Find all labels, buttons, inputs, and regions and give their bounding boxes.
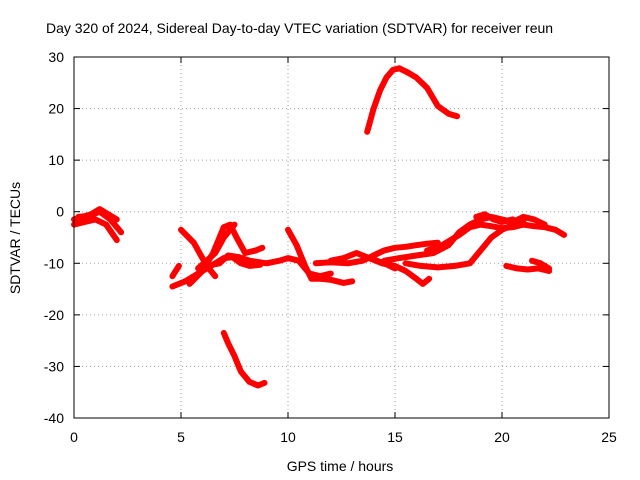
series-line-arc-15 xyxy=(364,65,461,135)
series-line-arc-14 xyxy=(366,255,433,287)
y-tick-label: -10 xyxy=(44,255,64,271)
series-line-arc-09 xyxy=(203,252,334,280)
tick-labels: 0 5 10 15 20 25 -40 -30 -20 -10 0 10 20 30 xyxy=(44,49,617,445)
series-line-arc-19 xyxy=(473,211,516,225)
x-tick-label: 0 xyxy=(70,429,78,445)
x-tick-label: 25 xyxy=(601,429,617,445)
y-tick-label: -30 xyxy=(44,358,64,374)
plot-frame xyxy=(73,56,610,419)
x-tick-label: 15 xyxy=(387,429,403,445)
series-line-arc-18 xyxy=(424,221,568,254)
x-tick-label: 10 xyxy=(280,429,296,445)
series-line-arc-12 xyxy=(312,239,441,267)
y-tick-label: 10 xyxy=(48,152,64,168)
data-series xyxy=(71,65,568,389)
x-tick-label: 5 xyxy=(177,429,185,445)
grid-lines xyxy=(74,57,609,418)
series-line-arc-20 xyxy=(503,262,553,274)
series-line-arc-21 xyxy=(529,257,553,272)
axis-ticks xyxy=(73,56,610,419)
series-line-arc-03 xyxy=(75,208,125,236)
series-line-arc-10 xyxy=(220,329,268,389)
chart-title: Day 320 of 2024, Sidereal Day-to-day VTE… xyxy=(46,20,553,36)
series-line-arc-06 xyxy=(178,226,219,280)
series-line-arc-16 xyxy=(381,213,548,264)
series-line-arc-02 xyxy=(71,216,120,244)
y-axis-label: SDTVAR / TECUs xyxy=(7,182,23,294)
series-line-arc-04 xyxy=(169,262,182,280)
x-tick-label: 20 xyxy=(494,429,510,445)
y-tick-label: 30 xyxy=(48,49,64,65)
y-tick-label: -20 xyxy=(44,307,64,323)
y-tick-label: 20 xyxy=(48,101,64,117)
y-tick-label: -40 xyxy=(44,410,64,426)
x-axis-label: GPS time / hours xyxy=(287,458,394,474)
series-line-arc-11 xyxy=(285,226,356,286)
series-line-arc-08 xyxy=(195,221,238,272)
y-tick-label: 0 xyxy=(56,204,64,220)
